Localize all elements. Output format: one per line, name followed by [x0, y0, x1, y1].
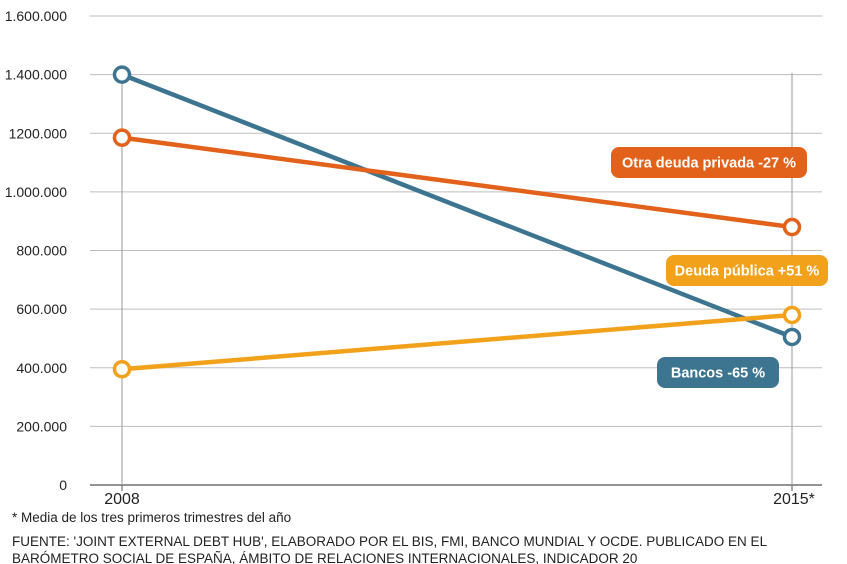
y-tick-label: 400.000: [16, 360, 67, 376]
y-tick-label: 600.000: [16, 301, 67, 317]
series-label: Bancos -65 %: [671, 366, 765, 382]
series-line: [119, 135, 795, 230]
series-label-badge: [611, 147, 807, 178]
series-line: [119, 312, 795, 372]
y-tick-label: 800.000: [16, 243, 67, 259]
data-point: [112, 65, 132, 84]
data-point: [782, 217, 802, 237]
series-label: Otra deuda privada -27 %: [622, 156, 796, 172]
y-tick-label: 1200.000: [9, 125, 68, 141]
series-lines: [119, 72, 795, 372]
series-label-badge: [666, 255, 828, 286]
x-tick-label: 2015*: [773, 491, 815, 508]
data-point: [782, 305, 802, 325]
x-axis: 2008 2015*: [104, 73, 815, 508]
y-tick-label: 1.000.000: [5, 184, 67, 200]
y-tick-label: 200.000: [16, 418, 67, 434]
y-tick-label: 0: [59, 477, 67, 493]
y-axis: 0 200.000 400.000 600.000 800.000 1.000.000 12…: [5, 8, 68, 493]
series-label: Deuda pública +51 %: [675, 264, 820, 280]
data-point: [782, 327, 802, 347]
series-markers: [112, 65, 802, 379]
source-note: FUENTE: 'JOINT EXTERNAL DEBT HUB', ELABO…: [12, 534, 767, 564]
line-chart: 0 200.000 400.000 600.000 800.000 1.000.000 12…: [5, 8, 828, 508]
y-tick-label: 1.600.000: [5, 8, 67, 24]
data-point: [112, 359, 132, 379]
series-label-badge: [657, 357, 779, 388]
grid: [90, 15, 822, 486]
footnote: * Media de los tres primeros trimestres …: [12, 510, 292, 525]
data-point: [112, 128, 132, 147]
series-labels: Otra deuda privada -27 % Deuda pública +5…: [611, 147, 828, 388]
series-line: [119, 72, 795, 340]
y-tick-label: 1.400.000: [5, 67, 67, 83]
x-tick-label: 2008: [104, 491, 140, 508]
